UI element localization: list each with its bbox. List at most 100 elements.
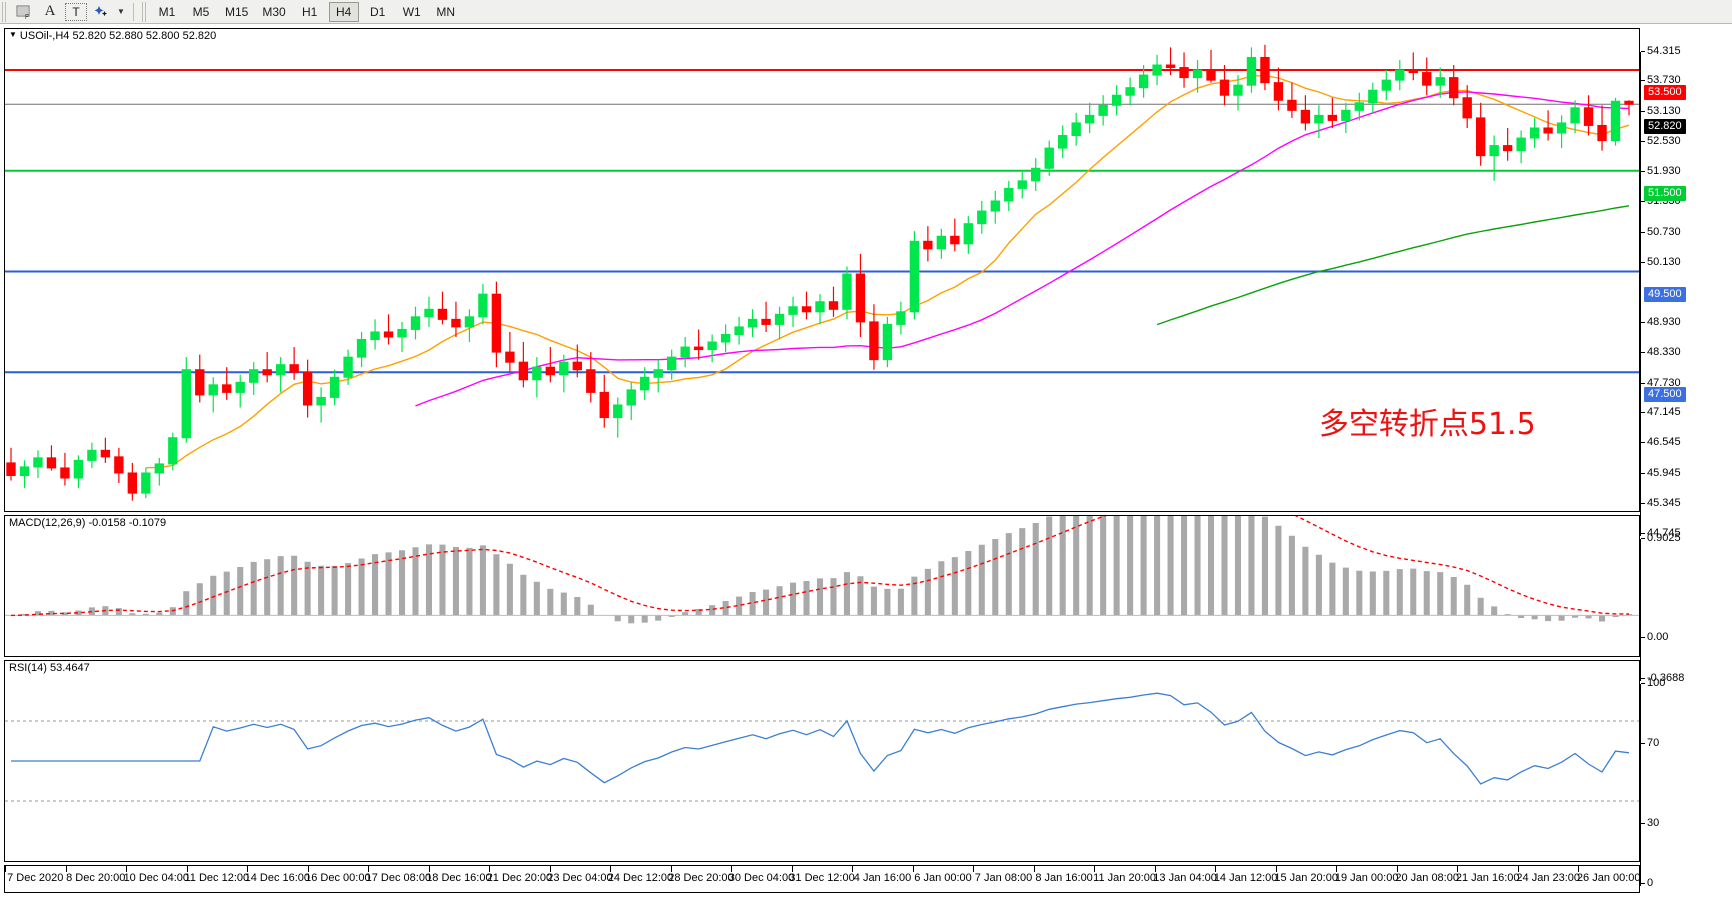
candle-body <box>262 369 272 376</box>
candle-body <box>1044 147 1054 169</box>
symbol-dropdown-icon[interactable]: ▼ <box>9 30 17 39</box>
tick-label: 48.930 <box>1647 316 1681 329</box>
candle-body <box>842 273 852 310</box>
candle-body <box>1570 107 1580 124</box>
tick-label: 44.745 <box>1647 527 1681 539</box>
time-axis-separator <box>1457 866 1459 872</box>
candle-body <box>1624 100 1634 105</box>
rsi-panel[interactable]: RSI(14) 53.4647 <box>4 660 1640 862</box>
candle-body <box>923 240 933 250</box>
tick-mark <box>1641 171 1645 173</box>
tick-mark <box>1641 823 1645 824</box>
time-axis-separator <box>912 866 914 872</box>
tick-mark <box>1641 51 1645 52</box>
timeframe-m30[interactable]: M30 <box>262 4 286 19</box>
candle-body <box>788 306 798 315</box>
time-axis-separator <box>1215 866 1217 872</box>
candle-body <box>249 369 259 383</box>
candle-body <box>613 404 623 419</box>
ma-medium-line <box>415 91 1630 407</box>
candle-body <box>1219 79 1230 96</box>
drawing-tools-icon[interactable] <box>90 1 114 23</box>
time-axis-label: 14 Dec 16:00 <box>244 872 311 884</box>
time-axis[interactable]: 7 Dec 2020 8 Dec 20:00 10 Dec 04:00 11 Dec … <box>4 865 1641 893</box>
timeframe-d1[interactable]: D1 <box>370 4 386 19</box>
time-axis-label: 21 Jan 16:00 <box>1455 872 1520 884</box>
time-axis-label: 11 Jan 20:00 <box>1093 872 1156 884</box>
candle-body <box>464 316 475 328</box>
time-axis-separator <box>1154 866 1156 872</box>
price-level-tag[interactable]: 53.500 <box>1644 85 1686 101</box>
candle-body <box>478 293 488 318</box>
price-level-tag[interactable]: 52.820 <box>1644 119 1686 135</box>
macd-panel[interactable]: MACD(12,26,9) -0.0158 -0.1079 <box>4 515 1640 657</box>
candle-body <box>559 361 569 376</box>
time-axis-separator <box>368 866 370 872</box>
timeframe-h4[interactable]: H4 <box>328 1 359 22</box>
candle-body <box>1260 56 1270 84</box>
tick-mark <box>1641 442 1645 444</box>
candle-body <box>1125 87 1135 96</box>
timeframe-w1[interactable]: W1 <box>402 4 421 19</box>
candle-body <box>6 462 16 476</box>
time-axis-label: 18 Dec 16:00 <box>426 872 492 884</box>
tick-mark <box>1641 883 1645 884</box>
candle-body <box>1152 64 1162 76</box>
price-scale[interactable]: 54.315 53.730 53.130 52.530 51.930 51.330 50.7… <box>1640 45 1732 539</box>
candle-body <box>680 346 690 358</box>
tick-label: 45.945 <box>1647 466 1681 479</box>
text-object-icon[interactable]: T <box>64 1 88 23</box>
time-axis-separator <box>247 866 249 872</box>
candle-body <box>316 396 326 406</box>
time-axis-label: 4 Jan 16:00 <box>853 872 912 884</box>
tick-label: 70 <box>1647 737 1660 749</box>
candle-body <box>815 301 825 313</box>
candle-body <box>653 369 663 378</box>
candle-body <box>1233 84 1243 96</box>
timeframe-h1[interactable]: H1 <box>302 4 318 19</box>
price-level-tag[interactable]: 51.500 <box>1644 185 1686 201</box>
candle-body <box>1287 99 1297 111</box>
time-axis-label: 11 Dec 12:00 <box>184 872 250 884</box>
price-chart-svg <box>5 44 1639 501</box>
candle-body <box>127 472 138 494</box>
timeframe-mn[interactable]: MN <box>436 4 456 19</box>
time-axis-separator <box>307 866 309 872</box>
candle-body <box>734 326 744 335</box>
tick-label: 50.730 <box>1647 225 1681 238</box>
time-axis-label: 31 Dec 12:00 <box>789 872 855 884</box>
time-axis-label: 8 Dec 20:00 <box>66 872 126 884</box>
candle-body <box>181 369 191 439</box>
time-axis-label: 7 Dec 2020 <box>7 872 64 884</box>
toolbar-grip-2[interactable] <box>142 1 148 22</box>
svg-text:F: F <box>25 15 29 20</box>
rsi-scale[interactable]: 100 70 30 0 <box>1640 677 1732 889</box>
price-panel[interactable]: ▼ USOil-,H4 52.820 52.880 52.800 52.820 多… <box>4 28 1640 512</box>
tick-mark <box>1641 683 1645 684</box>
chevron-down-icon[interactable]: ▼ <box>117 7 125 16</box>
toolbar-grip-1[interactable] <box>2 1 8 22</box>
tick-label: 51.930 <box>1647 165 1681 178</box>
candle-body <box>936 235 947 250</box>
candle-body <box>424 308 434 318</box>
candle-body <box>1449 77 1459 99</box>
tick-mark <box>1641 472 1645 474</box>
candle-body <box>720 333 731 343</box>
text-label-icon[interactable]: A <box>44 3 56 19</box>
candle-body <box>1422 72 1432 86</box>
time-axis-separator <box>852 866 854 872</box>
candle-body <box>532 366 542 381</box>
rsi-chart-svg <box>5 692 1639 802</box>
candle-body <box>491 293 502 353</box>
timeframe-m5[interactable]: M5 <box>192 4 210 19</box>
price-level-tag[interactable]: 49.500 <box>1644 286 1686 302</box>
price-level-tag[interactable]: 47.500 <box>1644 387 1686 403</box>
timeframe-m15[interactable]: M15 <box>225 4 249 19</box>
candle-body <box>33 457 43 468</box>
candle-body <box>977 210 987 225</box>
templates-icon[interactable]: F <box>12 1 36 23</box>
time-axis-label: 6 Jan 00:00 <box>914 872 972 884</box>
macd-scale[interactable]: 0.9025 0.00 -0.3688 <box>1640 532 1732 684</box>
candle-body <box>1408 69 1418 74</box>
timeframe-m1[interactable]: M1 <box>158 4 176 19</box>
